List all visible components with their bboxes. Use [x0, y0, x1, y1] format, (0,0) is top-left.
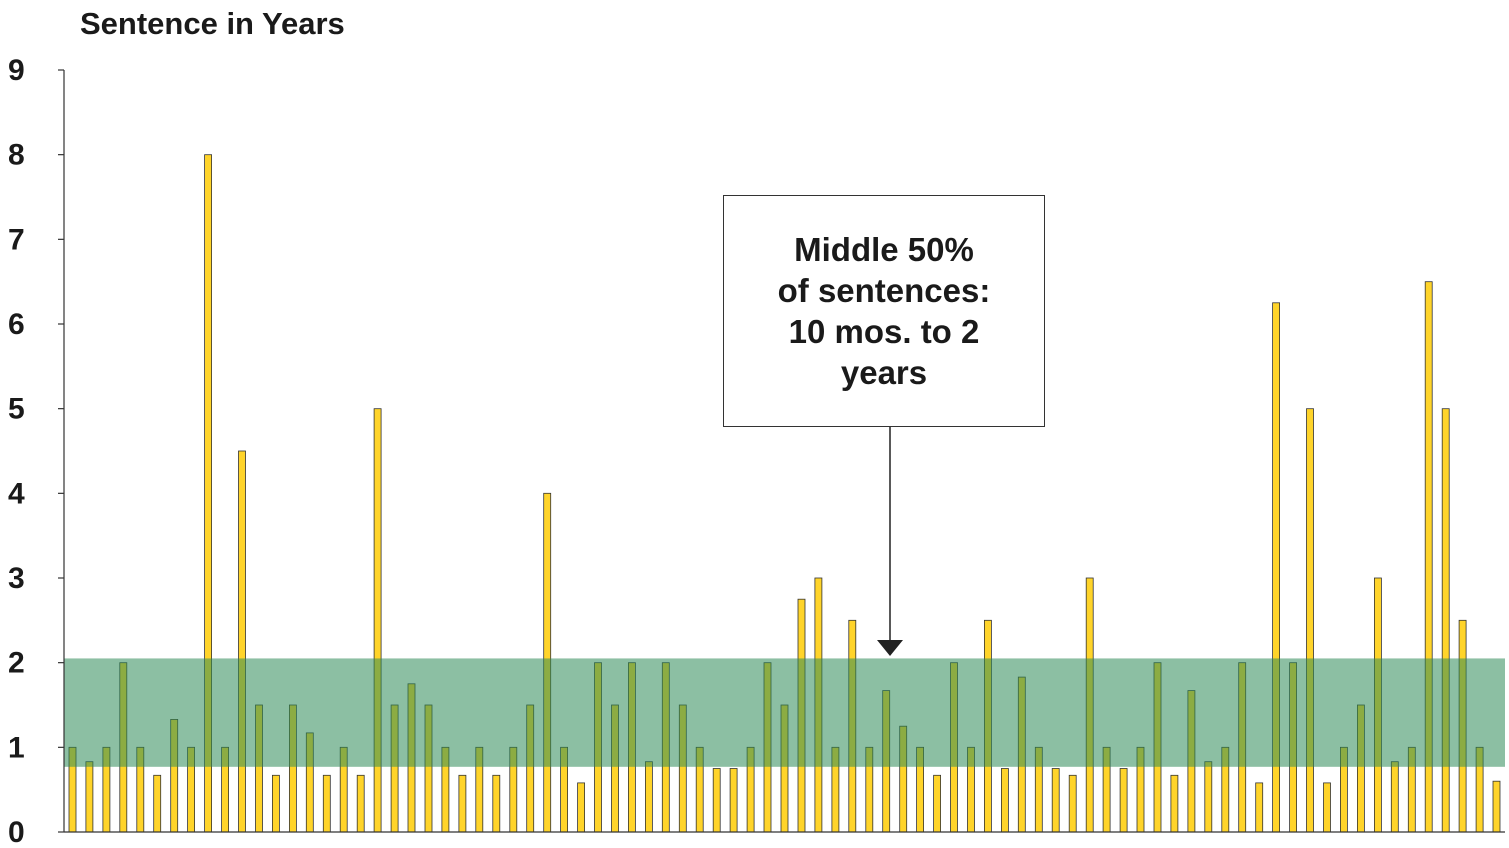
- bar: [1204, 761, 1213, 833]
- y-tick-label: 5: [8, 393, 25, 426]
- bar: [271, 774, 280, 833]
- chart-title: Sentence in Years: [80, 6, 345, 41]
- bar: [1390, 761, 1399, 833]
- y-tick-label: 1: [8, 731, 25, 764]
- callout-text: Middle 50% of sentences: 10 mos. to 2 ye…: [778, 229, 991, 393]
- y-tick-label: 0: [8, 816, 25, 848]
- bar: [1170, 774, 1179, 833]
- bar: [1441, 408, 1450, 833]
- bar: [1068, 774, 1077, 833]
- bar: [577, 782, 585, 833]
- bar: [458, 774, 467, 833]
- middle-50-band: [64, 658, 1505, 767]
- y-tick-label: 9: [8, 54, 25, 87]
- y-tick-label: 2: [8, 647, 25, 680]
- bar: [153, 774, 162, 833]
- bar: [933, 774, 941, 833]
- bar: [1051, 768, 1060, 833]
- callout-line-2: of sentences:: [777, 272, 991, 309]
- bar: [356, 774, 365, 833]
- y-axis: 0 1 2 3 4 5 6 7 8 9: [8, 54, 1505, 848]
- bar: [712, 768, 721, 833]
- bar: [373, 408, 382, 833]
- y-tick-label: 3: [8, 562, 25, 595]
- bar: [1323, 782, 1331, 833]
- bar: [645, 761, 653, 833]
- bar: [322, 774, 331, 833]
- callout-box: Middle 50% of sentences: 10 mos. to 2 ye…: [723, 195, 1045, 427]
- bar: [238, 450, 246, 833]
- callout-line-3: 10 mos. to 2: [788, 313, 980, 350]
- y-tick-label: 7: [8, 223, 25, 256]
- bar: [492, 774, 501, 833]
- bar: [1306, 408, 1314, 833]
- y-tick-label: 4: [8, 477, 25, 510]
- y-tick-label: 8: [8, 139, 25, 172]
- bar: [729, 768, 738, 833]
- callout-line-1: Middle 50%: [794, 231, 974, 268]
- bar: [1001, 768, 1009, 833]
- y-tick-label: 6: [8, 308, 25, 341]
- bar: [1119, 768, 1128, 833]
- bar: [1492, 780, 1501, 833]
- bar: [1255, 782, 1264, 833]
- callout-arrow-head: [877, 640, 903, 656]
- bar: [85, 761, 94, 833]
- callout-line-4: years: [840, 354, 928, 391]
